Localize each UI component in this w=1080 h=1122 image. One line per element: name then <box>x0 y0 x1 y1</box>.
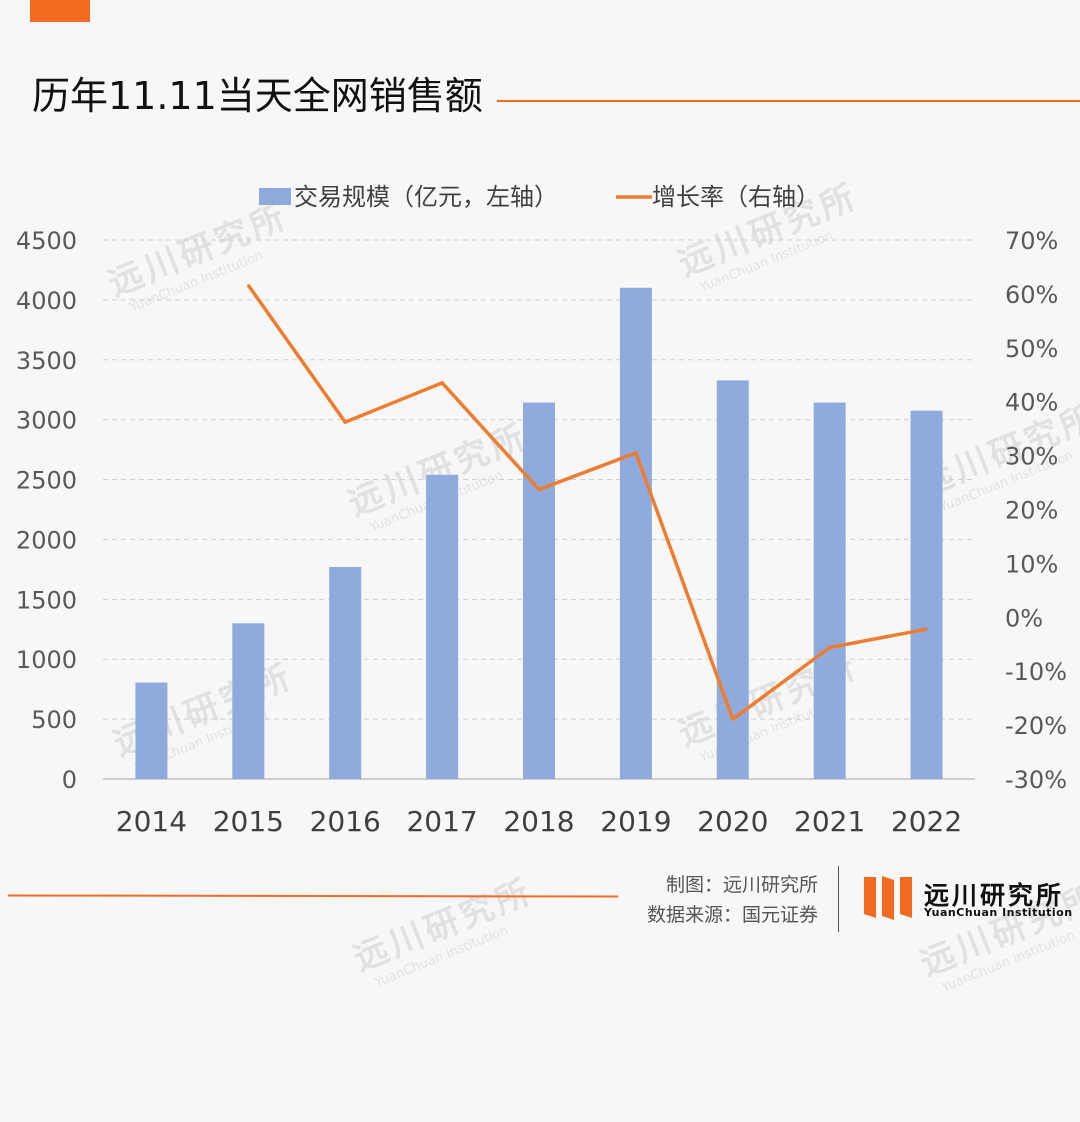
y-right-tick-label: -30% <box>1005 766 1067 794</box>
footer-rule <box>7 894 619 898</box>
growth-point <box>247 284 250 287</box>
legend-bar-label: 交易规模（亿元，左轴） <box>294 183 558 211</box>
y-left-tick-label: 500 <box>31 706 77 734</box>
watermark: 远川研究所 YuanChuan Institution <box>345 864 545 995</box>
watermark-subtitle: YuanChuan Institution <box>939 928 1078 996</box>
growth-series-line <box>246 284 927 721</box>
footer-divider <box>838 866 839 932</box>
x-tick-label: 2021 <box>794 805 865 838</box>
bar <box>910 410 943 779</box>
x-tick-label: 2017 <box>406 805 477 838</box>
y-left-tick-label: 2000 <box>16 526 77 554</box>
x-tick-label: 2022 <box>891 805 962 838</box>
x-tick-label: 2019 <box>600 805 671 838</box>
logo-subtitle: YuanChuan Institution <box>924 906 1073 919</box>
legend-line-label: 增长率（右轴） <box>652 183 820 211</box>
watermark-subtitle: YuanChuan Institution <box>372 923 511 991</box>
logo-bars-icon <box>864 876 912 920</box>
page-title: 历年11.11当天全网销售额 <box>32 74 483 118</box>
bar <box>135 682 168 779</box>
y-right-tick-label: -20% <box>1005 712 1067 740</box>
x-tick-label: 2018 <box>503 805 574 838</box>
y-right-tick-label: 40% <box>1005 389 1058 417</box>
footer-credits: 制图：远川研究所 数据来源：国元证券 <box>647 870 818 930</box>
brand-logo: 远川研究所 YuanChuan Institution <box>862 874 1077 924</box>
y-left-tick-label: 0 <box>62 766 77 794</box>
y-left-tick-label: 2500 <box>16 467 77 495</box>
growth-point <box>537 488 541 491</box>
y-right-tick-label: 60% <box>1005 281 1058 309</box>
bar <box>619 287 652 779</box>
combo-chart: 0 500 1000 1500 2000 2500 3000 3500 4000 4500 -30%… <box>16 183 1067 838</box>
made-by-label: 制图：远川研究所 <box>665 874 818 896</box>
growth-point <box>925 627 928 631</box>
y-right-tick-label: 20% <box>1005 497 1058 525</box>
growth-point <box>344 420 347 424</box>
y-left-tick-label: 3500 <box>16 347 77 375</box>
source-label: 数据来源：国元证券 <box>646 904 818 926</box>
legend-bar-swatch <box>259 188 291 205</box>
y-left-tick-label: 4000 <box>16 287 77 315</box>
y-left-tick-label: 1000 <box>16 646 77 674</box>
watermark-name: 远川研究所 <box>347 871 540 980</box>
growth-point <box>634 451 638 455</box>
x-tick-label: 2015 <box>213 805 284 838</box>
growth-point <box>731 717 734 721</box>
x-tick-label: 2020 <box>697 805 768 838</box>
bar <box>523 402 555 779</box>
x-tick-label: 2016 <box>310 805 381 838</box>
y-right-tick-label: 0% <box>1005 604 1043 632</box>
bar <box>232 623 265 779</box>
y-left-tick-label: 3000 <box>16 407 77 435</box>
growth-point <box>440 381 444 385</box>
bar <box>426 474 459 779</box>
y-right-tick-label: 30% <box>1005 443 1058 471</box>
bar <box>329 566 362 779</box>
bar <box>813 402 846 779</box>
top-accent-bar <box>30 0 90 22</box>
y-right-tick-label: 50% <box>1005 335 1058 363</box>
growth-point <box>828 646 831 649</box>
y-right-tick-label: 70% <box>1005 227 1058 255</box>
y-right-tick-label: -10% <box>1005 658 1067 686</box>
x-tick-label: 2014 <box>116 805 187 838</box>
y-left-tick-label: 4500 <box>16 227 77 255</box>
y-left-tick-label: 1500 <box>16 586 77 614</box>
logo-name: 远川研究所 <box>924 881 1065 910</box>
title-rule <box>497 100 1080 102</box>
y-right-tick-label: 10% <box>1005 550 1058 578</box>
